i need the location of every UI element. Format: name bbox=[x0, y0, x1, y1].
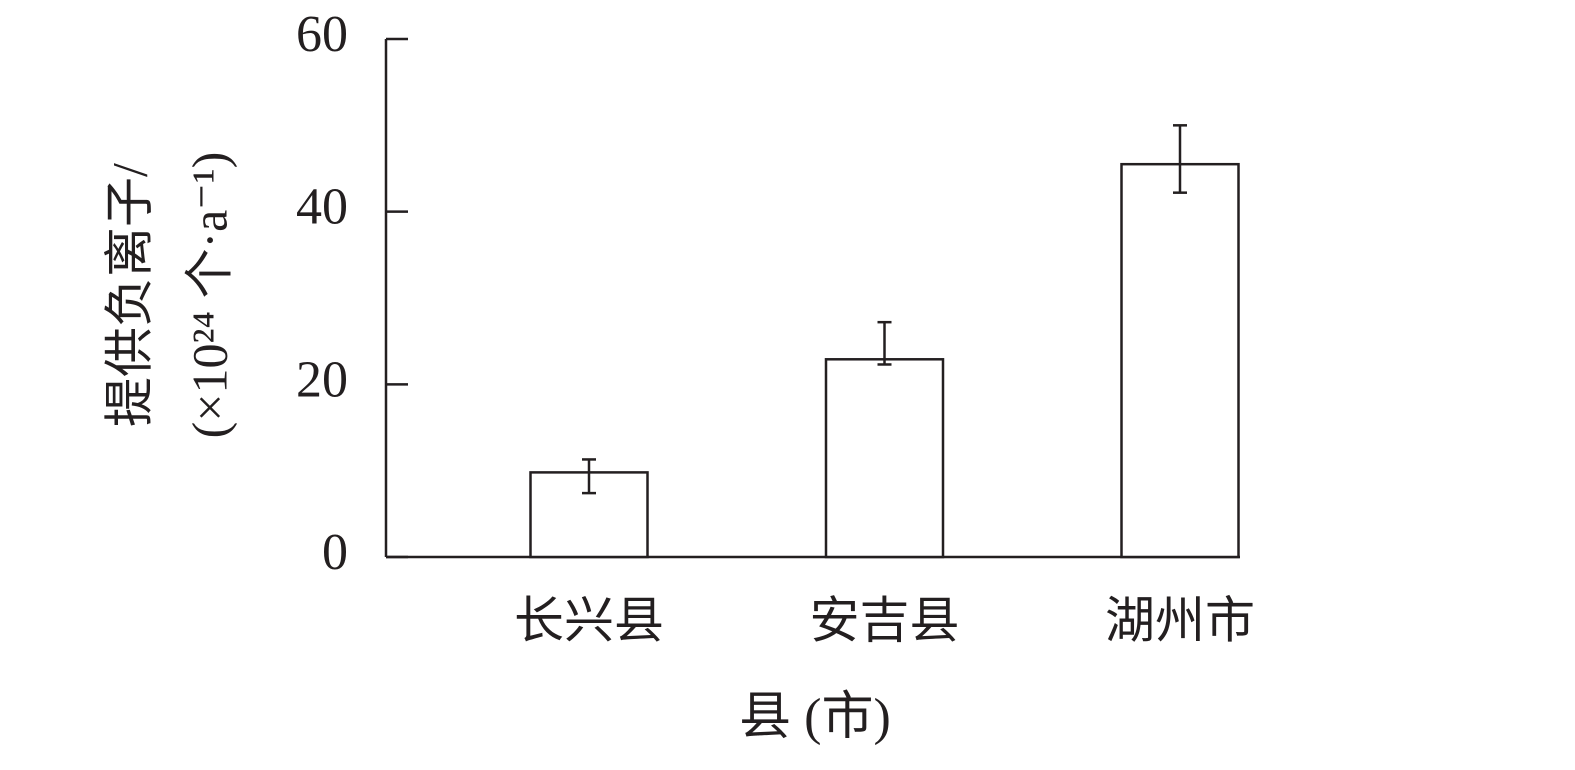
y-axis-title: (×10²⁴ 个·a⁻¹) bbox=[181, 152, 237, 439]
y-tick-label: 0 bbox=[322, 524, 348, 581]
y-label-group: 提供负离子/ bbox=[101, 163, 157, 427]
y-tick-label: 60 bbox=[296, 6, 348, 63]
bar bbox=[824, 358, 945, 559]
y-tick-label: 20 bbox=[296, 351, 348, 408]
x-tick-label: 长兴县 bbox=[514, 592, 664, 648]
x-tick-label: 安吉县 bbox=[810, 592, 960, 648]
y-label-group: (×10²⁴ 个·a⁻¹) bbox=[181, 152, 237, 439]
y-axis-title: 提供负离子/ bbox=[101, 163, 157, 427]
y-tick-label: 40 bbox=[296, 179, 348, 236]
x-tick-label: 湖州市 bbox=[1105, 592, 1255, 648]
bar bbox=[1120, 162, 1240, 559]
x-axis-title: 县 (市) bbox=[739, 689, 891, 746]
